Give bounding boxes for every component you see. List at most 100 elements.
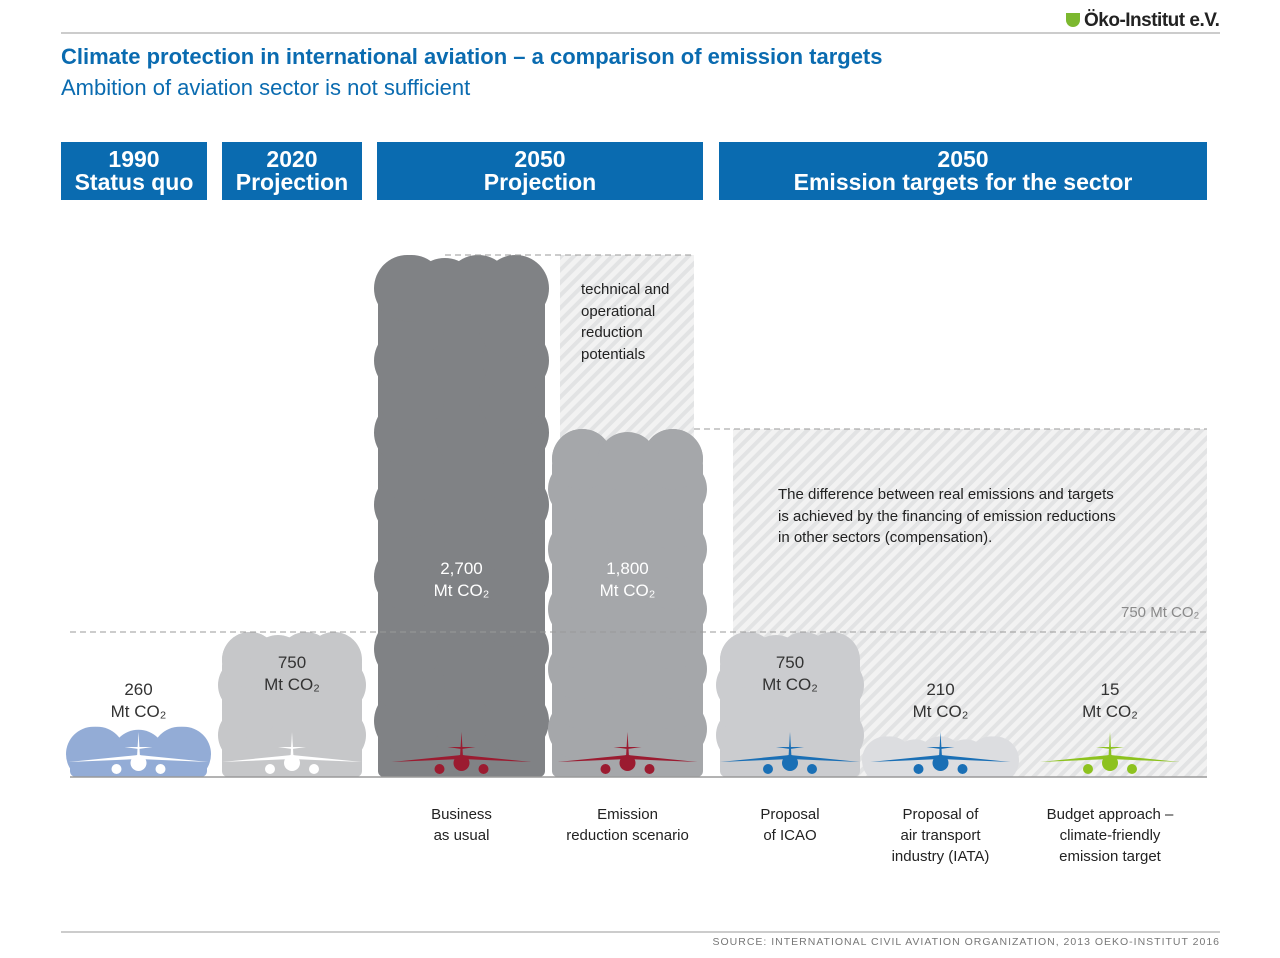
category-label-line: of ICAO [763, 827, 817, 844]
page-title: Climate protection in international avia… [61, 44, 883, 69]
emission-cloud [846, 736, 1035, 807]
value-label: 2,700 Mt CO₂ [434, 558, 490, 602]
plane-engine [111, 764, 122, 774]
category-label-line: as usual [433, 827, 490, 844]
airplane-icon [1040, 732, 1180, 774]
plane-engine [1127, 764, 1137, 774]
category-label: Budget approach – climate-friendly emissio… [1047, 804, 1174, 867]
leaf-icon [1066, 13, 1080, 27]
plane-stabilizer [1096, 747, 1124, 749]
cloud-clip [202, 777, 382, 807]
category-label: Proposal of air transport industry (IATA) [892, 804, 990, 867]
value-number: 2,700 [440, 559, 483, 578]
value-unit: Mt CO₂ [762, 675, 818, 694]
plane-engine [644, 764, 655, 774]
plane-stabilizer [447, 747, 476, 749]
value-label: 750 Mt CO₂ [762, 652, 818, 696]
plane-tail [460, 732, 463, 757]
value-label: 210 Mt CO₂ [913, 679, 969, 723]
plane-engine [600, 764, 611, 774]
plane-engine [1083, 764, 1093, 774]
cloud-puff [70, 726, 125, 782]
value-number: 210 [926, 680, 955, 699]
category-label-line: Budget approach – [1046, 806, 1174, 823]
header-label: Status quo [74, 169, 194, 195]
plane-fuselage [284, 755, 300, 771]
category-label-line: Proposal [760, 806, 820, 823]
category-label: Business as usual [431, 804, 492, 846]
plane-engine [957, 764, 968, 774]
emission-cloud [532, 429, 723, 807]
plane-engine [913, 764, 924, 774]
category-label-line: Business [431, 806, 492, 823]
plane-engine [478, 764, 489, 774]
plane-engine [763, 764, 773, 774]
value-unit: Mt CO₂ [110, 702, 167, 721]
header-year: 2020 [266, 146, 318, 172]
logo-text: Öko-Institut e.V. [1084, 10, 1220, 31]
oko-institut-logo: Öko-Institut e.V. [1066, 10, 1220, 32]
plane-tail [626, 732, 629, 757]
header-year: 2050 [514, 146, 566, 172]
note-line: is achieved by the financing of emission… [778, 507, 1116, 525]
plane-fuselage [453, 755, 470, 771]
cloud-puff [642, 429, 703, 490]
cloud-puff [804, 635, 860, 691]
note-line: in other sectors (compensation). [778, 529, 993, 546]
value-unit: Mt CO₂ [433, 581, 490, 600]
category-label-line: air transport [900, 827, 981, 844]
category-label-line: industry (IATA) [891, 848, 990, 865]
plane-engine [309, 764, 319, 774]
airplane-icon [222, 732, 362, 774]
value-unit: Mt CO₂ [264, 675, 320, 694]
value-number: 15 [1100, 680, 1120, 699]
value-number: 750 [277, 653, 307, 672]
category-label: Proposal of ICAO [760, 804, 819, 846]
header-year: 1990 [108, 146, 160, 172]
plane-fuselage [130, 755, 147, 771]
emission-cloud [358, 255, 565, 807]
plane-fuselage [782, 755, 798, 771]
header-label: Projection [235, 169, 349, 195]
note-line: technical and [581, 281, 670, 298]
plane-tail [1108, 732, 1112, 757]
plane-fuselage [619, 755, 636, 771]
category-label-line: emission target [1059, 848, 1161, 865]
value-label: 260 Mt CO₂ [111, 679, 167, 723]
cloud-puff [552, 429, 613, 490]
emission-cloud [700, 632, 880, 807]
plane-stabilizer [124, 747, 153, 749]
value-label: 1,800 Mt CO₂ [600, 558, 656, 602]
note-line: operational [581, 302, 656, 320]
plane-tail [788, 732, 792, 757]
category-label-line: Proposal of [902, 806, 979, 823]
value-number: 1,800 [606, 559, 649, 578]
category-label-line: reduction scenario [566, 827, 689, 844]
airplane-icon [68, 732, 209, 774]
plane-tail [290, 732, 294, 757]
note-line: The difference between real emissions an… [778, 486, 1114, 503]
emission-cloud [50, 726, 227, 807]
plane-fuselage [1102, 755, 1118, 771]
header-2020: 2020 Projection [222, 142, 362, 200]
page-subtitle: Ambition of aviation sector is not suffi… [61, 75, 471, 100]
cloud-puff [478, 258, 545, 325]
value-number: 260 [124, 680, 153, 699]
plane-engine [265, 764, 275, 774]
plane-tail [939, 732, 942, 757]
cloud-puff [597, 432, 658, 493]
cloud-clip [846, 777, 1035, 807]
category-label-line: Emission [597, 806, 658, 823]
source-note: SOURCE: INTERNATIONAL CIVIL AVIATION ORG… [712, 936, 1220, 948]
reduction-potentials-note: technical and operational reduction pote… [581, 279, 669, 365]
category-label-line: climate-friendly [1059, 827, 1161, 844]
plane-tail [137, 732, 140, 757]
reduction-potential-area [560, 255, 694, 444]
value-unit: Mt CO₂ [1082, 702, 1138, 721]
plane-engine [155, 764, 166, 774]
plane-fuselage [932, 755, 949, 771]
cloud-clip [358, 777, 565, 807]
header-label: Emission targets for the sector [793, 169, 1133, 195]
cloud-clip [50, 777, 227, 807]
